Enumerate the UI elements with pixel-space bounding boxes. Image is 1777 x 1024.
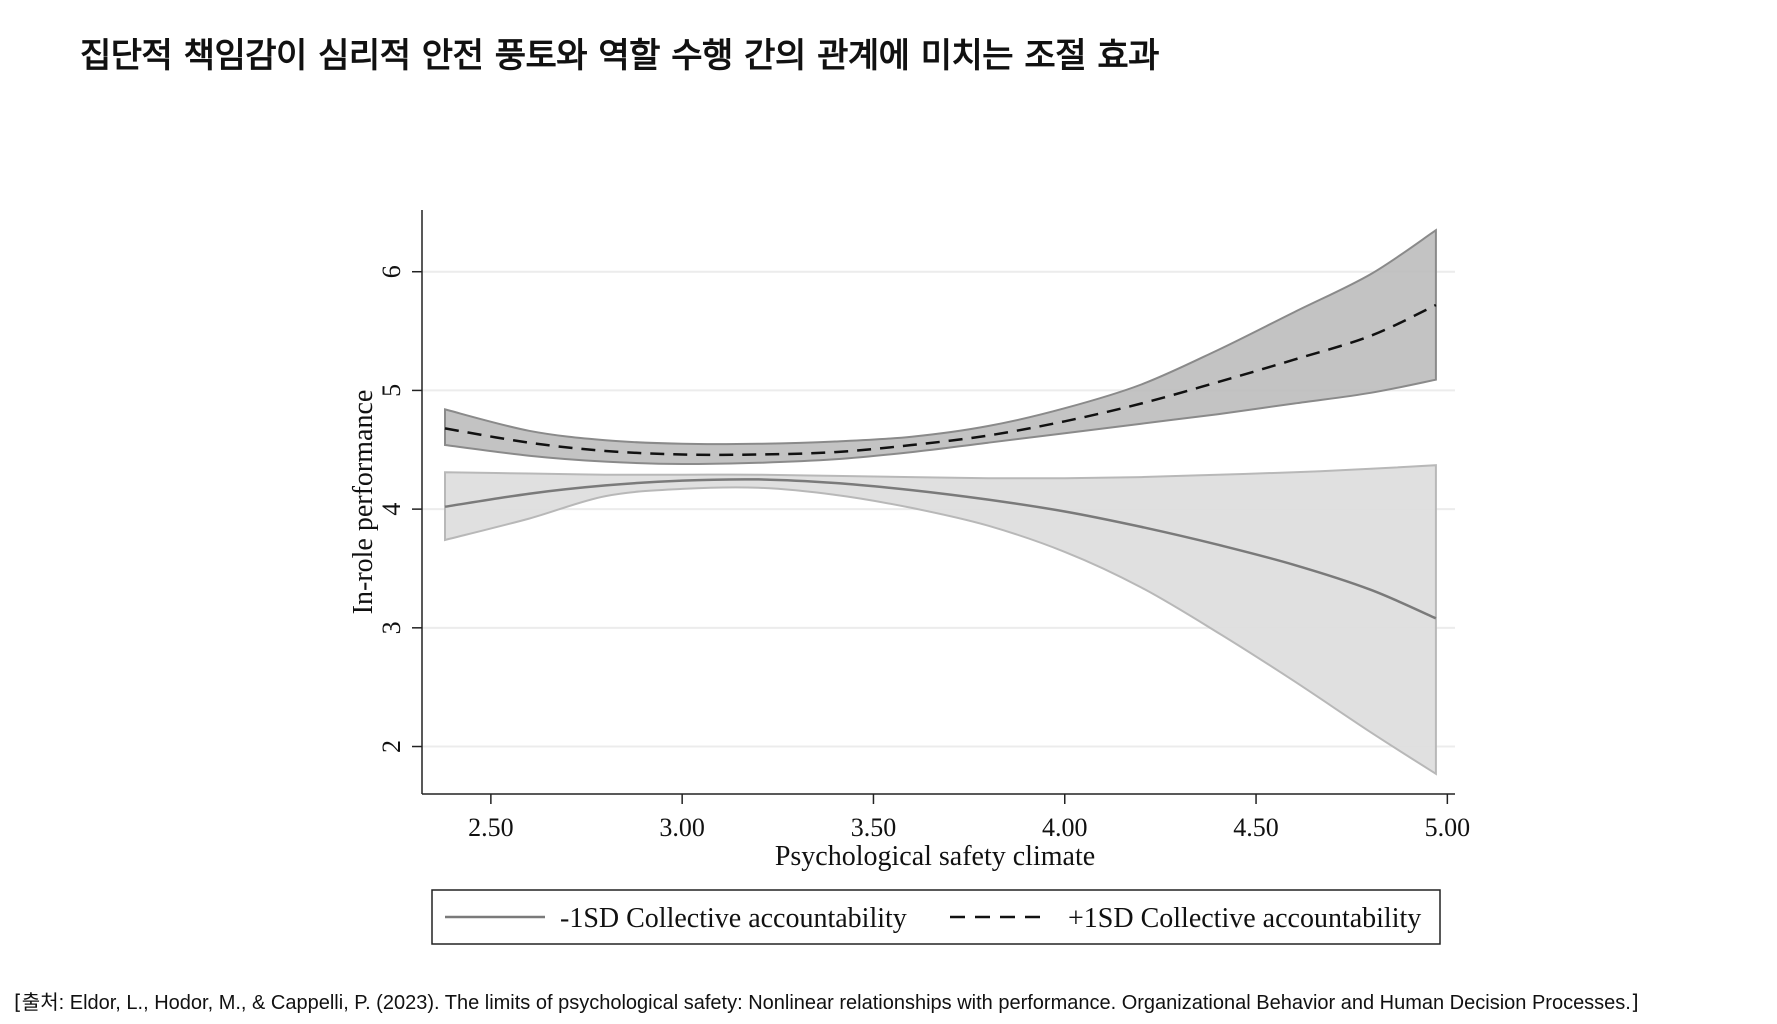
x-tick-label: 5.00	[1425, 813, 1471, 842]
ticks: 2 3 4 5 6 2.50 3.00 3.50 4.00 4.50 5.00	[377, 265, 1470, 842]
axes	[421, 210, 1455, 795]
y-tick-label: 4	[377, 503, 406, 516]
y-tick-label: 2	[377, 740, 406, 753]
y-tick-label: 3	[377, 621, 406, 634]
legend-label-plus-1sd: +1SD Collective accountability	[1068, 903, 1421, 934]
confidence-band-plus-1sd	[444, 228, 1437, 466]
series-lines	[444, 303, 1437, 620]
series-line-minus-1sd	[444, 478, 1437, 620]
x-tick-label: 2.50	[468, 813, 514, 842]
citation-text: : Eldor, L., Hodor, M., & Cappelli, P. (…	[58, 992, 1631, 1014]
y-axis-label: In-role performance	[348, 390, 379, 615]
confidence-bands	[444, 228, 1437, 776]
x-tick-label: 4.50	[1233, 813, 1279, 842]
y-tick-label: 6	[377, 265, 406, 278]
legend-label-minus-1sd: -1SD Collective accountability	[560, 903, 907, 934]
citation: [출처: Eldor, L., Hodor, M., & Cappelli, P…	[14, 986, 1639, 1015]
confidence-band-minus-1sd	[444, 464, 1437, 776]
page-title: 집단적 책임감이 심리적 안전 풍토와 역할 수행 간의 관계에 미치는 조절 …	[80, 36, 1159, 76]
x-axis-label: Psychological safety climate	[775, 841, 1095, 872]
x-tick-label: 4.00	[1042, 813, 1088, 842]
series-line-plus-1sd	[444, 303, 1437, 457]
y-tick-label: 5	[377, 384, 406, 397]
legend-box	[431, 889, 1441, 945]
citation-close: ]	[1630, 990, 1639, 1014]
legend: -1SD Collective accountability +1SD Coll…	[431, 889, 1441, 945]
x-tick-label: 3.50	[851, 813, 897, 842]
x-tick-label: 3.00	[659, 813, 705, 842]
citation-open: [출처	[14, 990, 59, 1014]
